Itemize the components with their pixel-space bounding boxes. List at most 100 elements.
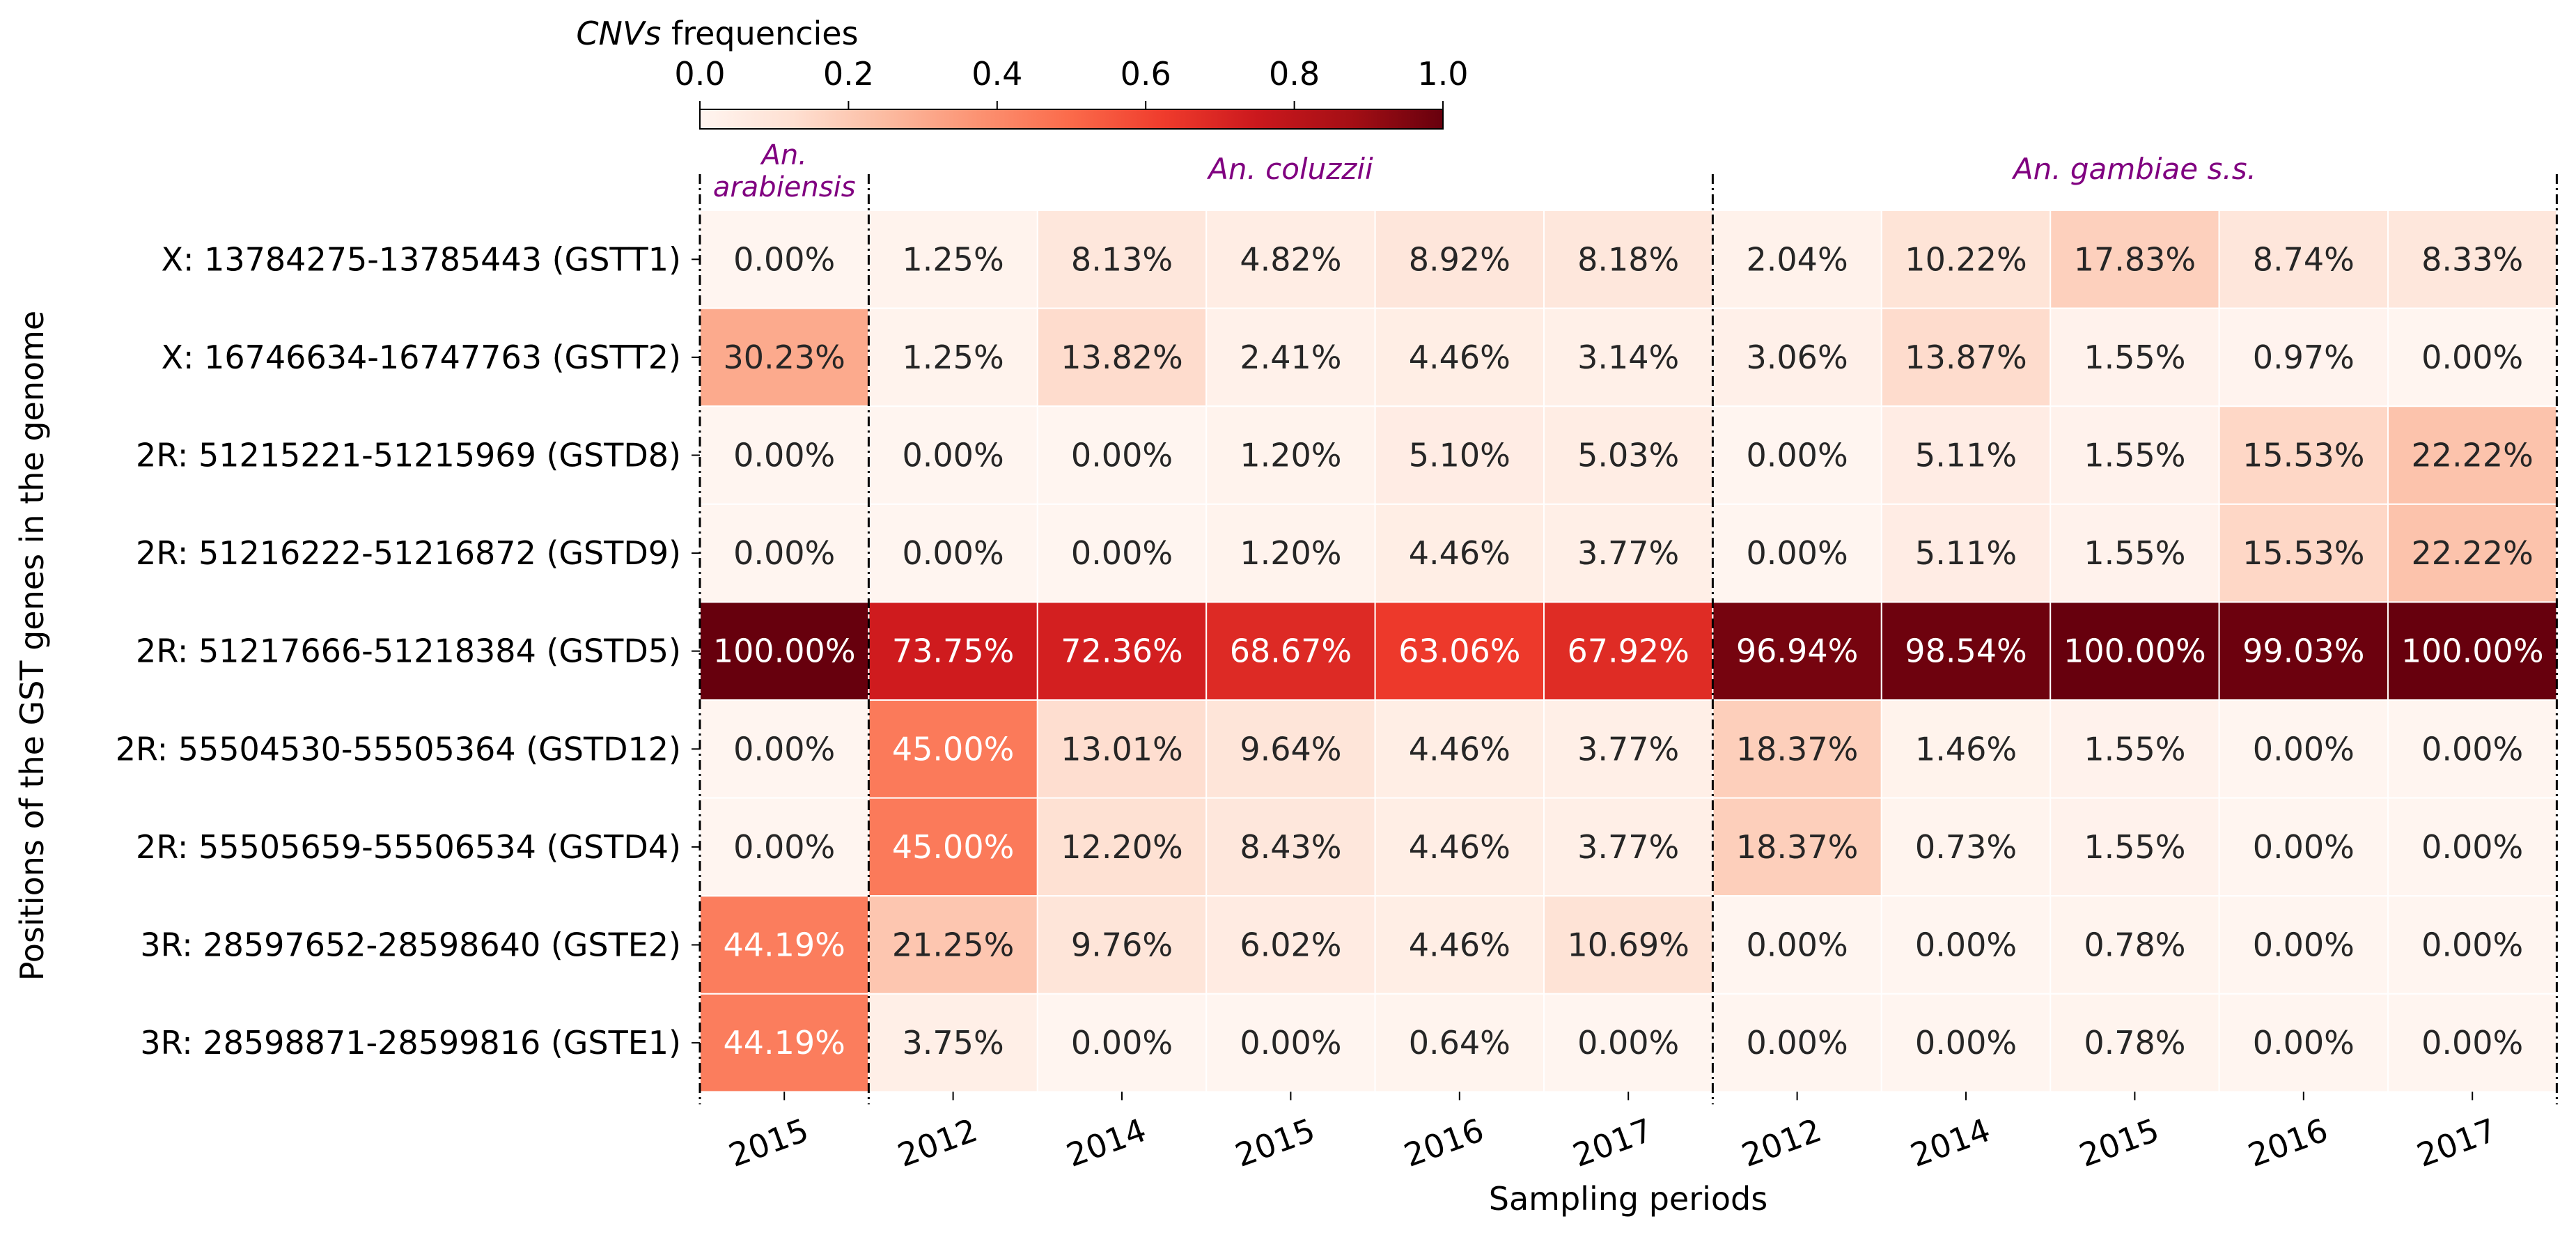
x-tick-label: 2012 <box>1737 1111 1826 1174</box>
cell-value-label: 100.00% <box>713 632 856 670</box>
heatmap-cell <box>1712 307 1882 407</box>
cell-value-label: 4.46% <box>1409 828 1511 866</box>
heatmap-cell <box>1036 601 1208 701</box>
cell-value-label: 0.00% <box>2421 828 2523 866</box>
heatmap-cell <box>2387 601 2558 701</box>
heatmap-cell <box>1374 405 1545 505</box>
colorbar-label-italic: CNVs <box>576 15 661 52</box>
cell-value-label: 0.00% <box>1071 1024 1173 1062</box>
colorbar-tick-label: 0.8 <box>1269 55 1320 93</box>
cell-value-label: 0.00% <box>903 534 1004 572</box>
heatmap-cell <box>1205 405 1376 505</box>
row-label: 2R: 55505659-55506534 (GSTD4) <box>136 828 681 866</box>
cell-value-label: 0.00% <box>733 828 835 866</box>
heatmap-cell <box>868 405 1038 505</box>
cell-value-label: 3.75% <box>903 1024 1004 1062</box>
colorbar-label-rest: frequencies <box>661 15 858 52</box>
heatmap-cell <box>2387 797 2558 897</box>
heatmap-cell <box>1036 699 1208 799</box>
row-label: 2R: 51216222-51216872 (GSTD9) <box>136 534 681 572</box>
heatmap-cell <box>1374 601 1545 701</box>
x-axis-label: Sampling periods <box>1489 1180 1767 1218</box>
row-label: 3R: 28598871-28599816 (GSTE1) <box>140 1024 681 1062</box>
cell-value-label: 0.00% <box>1915 1024 2017 1062</box>
heatmap-cell <box>1543 993 1714 1093</box>
colorbar-tick-label: 0.6 <box>1121 55 1171 93</box>
cell-value-label: 0.00% <box>2253 828 2355 866</box>
cell-value-label: 13.82% <box>1061 339 1182 376</box>
heatmap-cell <box>1205 210 1376 309</box>
cell-value-label: 1.55% <box>2084 730 2185 768</box>
group-label: An. arabiensis <box>713 139 856 203</box>
cell-value-label: 0.00% <box>2421 926 2523 964</box>
colorbar-gradient <box>699 109 1444 130</box>
heatmap-cells <box>699 210 2558 1093</box>
cell-value-label: 3.06% <box>1747 339 1848 376</box>
cell-value-label: 0.00% <box>733 730 835 768</box>
cell-value-label: 22.22% <box>2411 437 2533 474</box>
heatmap-cell <box>1880 503 2052 603</box>
cell-value-label: 73.75% <box>892 632 1014 670</box>
cell-value-label: 8.18% <box>1577 240 1679 278</box>
heatmap-cell <box>1543 601 1714 701</box>
heatmap-cell <box>1880 210 2052 309</box>
heatmap-cell <box>1712 210 1882 309</box>
heatmap-cell <box>699 503 870 603</box>
group-label-line: An. <box>759 139 806 171</box>
row-label: X: 13784275-13785443 (GSTT1) <box>161 240 681 278</box>
x-tick-label: 2015 <box>2075 1111 2164 1174</box>
cell-value-label: 0.78% <box>2084 926 2185 964</box>
cell-value-label: 12.20% <box>1061 828 1182 866</box>
cell-value-label: 5.03% <box>1577 437 1679 474</box>
cell-value-label: 0.00% <box>733 437 835 474</box>
heatmap-cell <box>1205 503 1376 603</box>
heatmap-cell <box>1543 797 1714 897</box>
heatmap-cell <box>1036 307 1208 407</box>
heatmap-cell <box>1543 307 1714 407</box>
heatmap-cell <box>1880 405 2052 505</box>
heatmap-cell <box>1374 210 1545 309</box>
cell-value-label: 0.00% <box>2253 926 2355 964</box>
x-axis-ticks: 2015 2012 2014 2015 2016 2017 2012 2014 2015 2016… <box>724 1092 2501 1174</box>
cell-value-label: 98.54% <box>1905 632 2027 670</box>
cell-value-label: 44.19% <box>723 1024 845 1062</box>
cell-value-label: 8.92% <box>1409 240 1511 278</box>
heatmap-cell <box>2050 895 2220 995</box>
cell-value-label: 1.55% <box>2084 339 2185 376</box>
cell-value-label: 0.00% <box>1071 437 1173 474</box>
cell-value-label: 3.77% <box>1577 730 1679 768</box>
heatmap-cell <box>1880 601 2052 701</box>
heatmap-cell <box>699 307 870 407</box>
cell-value-label: 1.25% <box>903 240 1004 278</box>
heatmap-cell <box>2387 895 2558 995</box>
cell-value-label: 18.37% <box>1736 730 1858 768</box>
cell-value-label: 100.00% <box>2063 632 2206 670</box>
heatmap-cell <box>2050 601 2220 701</box>
row-label: 2R: 51215221-51215969 (GSTD8) <box>136 437 681 474</box>
cell-value-label: 4.82% <box>1240 240 1341 278</box>
heatmap-cell <box>1036 405 1208 505</box>
cell-value-label: 45.00% <box>892 730 1014 768</box>
cell-value-label: 45.00% <box>892 828 1014 866</box>
cell-value-label: 21.25% <box>892 926 1014 964</box>
cell-value-label: 0.00% <box>1071 534 1173 572</box>
heatmap-cell <box>868 895 1038 995</box>
heatmap-cell <box>1374 993 1545 1093</box>
cell-value-label: 0.00% <box>2421 1024 2523 1062</box>
group-label: An. gambiae s.s. <box>2011 152 2256 186</box>
x-tick-label: 2014 <box>1905 1111 1995 1174</box>
cell-value-label: 1.55% <box>2084 437 2185 474</box>
x-tick-label: 2014 <box>1061 1111 1150 1174</box>
heatmap-cell <box>1374 797 1545 897</box>
heatmap-cell <box>1543 210 1714 309</box>
heatmap-cell <box>1880 993 2052 1093</box>
heatmap-cell <box>2050 993 2220 1093</box>
cell-value-label: 99.03% <box>2242 632 2364 670</box>
cell-value-label: 0.73% <box>1915 828 2017 866</box>
cell-value-label: 67.92% <box>1567 632 1689 670</box>
colorbar-ticks: 0.0 0.2 0.4 0.6 0.8 1.0 <box>674 55 1469 109</box>
cell-value-label: 15.53% <box>2242 437 2364 474</box>
heatmap-cell <box>1205 797 1376 897</box>
heatmap-cell <box>2218 601 2389 701</box>
heatmap-cell <box>1712 601 1882 701</box>
